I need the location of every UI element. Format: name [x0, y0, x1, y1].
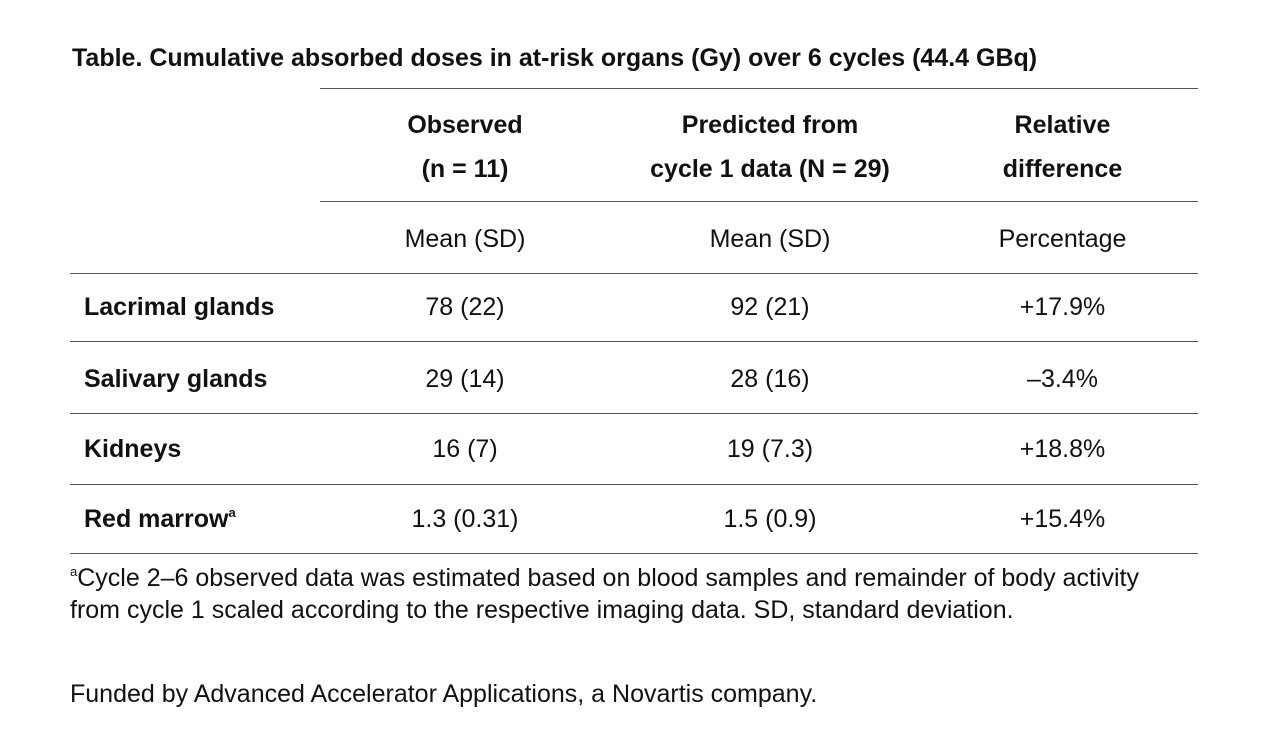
- rule-bottom: [70, 553, 1198, 554]
- column-header-observed: Observed (n = 11): [360, 103, 570, 191]
- cell-observed: 16 (7): [432, 435, 498, 463]
- subheader-difference: Percentage: [998, 225, 1127, 253]
- rule-row-3: [70, 484, 1198, 485]
- rule-header-bottom: [320, 201, 1198, 202]
- cell-difference: –3.4%: [1027, 365, 1098, 393]
- footnote-marker: a: [228, 505, 236, 520]
- rule-row-1: [70, 341, 1198, 342]
- footnote-marker: a: [70, 564, 78, 579]
- column-header-line: (n = 11): [421, 155, 509, 183]
- cell-observed: 29 (14): [425, 365, 505, 393]
- subheader-predicted: Mean (SD): [709, 225, 831, 253]
- cell-predicted: 19 (7.3): [726, 435, 814, 463]
- cell-difference: +15.4%: [1019, 505, 1106, 533]
- footnote: aCycle 2–6 observed data was estimated b…: [70, 556, 1190, 626]
- table-title: Table. Cumulative absorbed doses in at-r…: [72, 44, 1038, 72]
- subheader-observed: Mean (SD): [404, 225, 526, 253]
- footnote-text: Cycle 2–6 observed data was estimated ba…: [70, 564, 1139, 624]
- row-label: Lacrimal glands: [84, 293, 275, 321]
- row-label: Kidneys: [84, 435, 182, 463]
- cell-observed: 1.3 (0.31): [411, 505, 519, 533]
- rule-subheader-bottom: [70, 273, 1198, 274]
- cell-predicted: 1.5 (0.9): [723, 505, 817, 533]
- row-label: Salivary glands: [84, 365, 268, 393]
- cell-difference: +18.8%: [1019, 435, 1106, 463]
- cell-observed: 78 (22): [425, 293, 505, 321]
- column-header-line: Predicted from: [681, 111, 859, 139]
- cell-predicted: 92 (21): [730, 293, 810, 321]
- rule-row-2: [70, 413, 1198, 414]
- column-header-line: Observed: [407, 111, 523, 139]
- rule-top: [320, 88, 1198, 89]
- column-header-line: cycle 1 data (N = 29): [650, 155, 890, 183]
- column-header-line: difference: [1002, 155, 1123, 183]
- column-header-predicted: Predicted from cycle 1 data (N = 29): [620, 103, 920, 191]
- row-label-text: Red marrow: [84, 505, 229, 533]
- cell-predicted: 28 (16): [730, 365, 810, 393]
- cell-difference: +17.9%: [1019, 293, 1106, 321]
- column-header-difference: Relative difference: [960, 103, 1165, 191]
- funding-statement: Funded by Advanced Accelerator Applicati…: [70, 680, 818, 708]
- row-label: Red marrowa: [84, 505, 236, 534]
- column-header-line: Relative: [1014, 111, 1111, 139]
